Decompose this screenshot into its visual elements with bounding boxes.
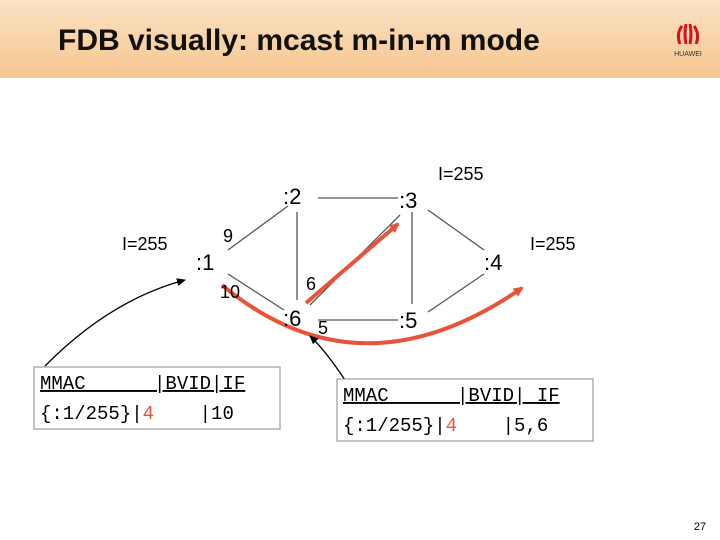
- fdb-table: MMAC |BVID| IF {:1/255}|4 |5,6: [336, 378, 594, 442]
- logo-text: HUAWEI: [674, 51, 702, 58]
- table-cell: 4: [143, 403, 154, 425]
- node: :1: [196, 250, 214, 275]
- port-label: 9: [223, 226, 233, 246]
- table-header: MMAC |BVID|IF: [40, 373, 245, 395]
- table-box: [33, 366, 281, 430]
- port-label: 6: [306, 274, 316, 294]
- logo: HUAWEI: [674, 23, 702, 58]
- flow-arrow: [304, 222, 400, 305]
- pointer-arrow: [309, 335, 346, 381]
- node: :2: [283, 184, 301, 209]
- table-cell: 4: [446, 415, 457, 437]
- port-label: 5: [318, 318, 328, 338]
- annotation: I=255: [122, 234, 168, 254]
- node: :4: [484, 250, 502, 275]
- flow-arrow: [220, 283, 524, 346]
- table-cell: {:1/255}|: [343, 415, 446, 437]
- annotation: I=255: [530, 234, 576, 254]
- node: :3: [399, 188, 417, 213]
- node: :5: [399, 308, 417, 333]
- links: [227, 197, 485, 321]
- table-cell: |5,6: [457, 415, 548, 437]
- table-cell: {:1/255}|: [40, 403, 143, 425]
- fdb-table: MMAC |BVID|IF {:1/255}|4 |10: [33, 366, 281, 430]
- port-label: 10: [220, 282, 240, 302]
- table-cell: |10: [154, 403, 234, 425]
- pointer-arrow: [44, 278, 186, 367]
- header-bar: [0, 0, 720, 78]
- table-row: {:1/255}|4 |10: [40, 403, 234, 425]
- annotation: I=255: [438, 164, 484, 184]
- table-row: {:1/255}|4 |5,6: [343, 415, 548, 437]
- table-header: MMAC |BVID| IF: [343, 385, 560, 407]
- page-number: 27: [694, 521, 706, 533]
- title: FDB visually: mcast m-in-m mode: [58, 24, 540, 57]
- table-box: [336, 378, 594, 442]
- node: :6: [283, 306, 301, 331]
